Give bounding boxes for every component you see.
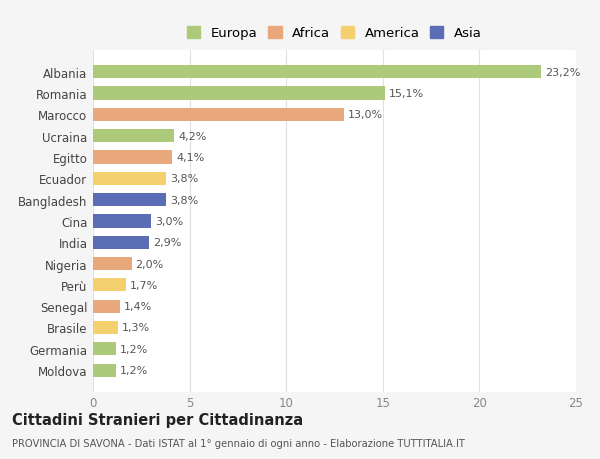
Bar (93, 342, 116, 356)
Bar (93, 321, 118, 334)
Bar (93, 364, 116, 377)
Bar (93, 66, 541, 79)
Text: 3,8%: 3,8% (170, 195, 199, 205)
Text: 3,0%: 3,0% (155, 217, 183, 226)
Text: 3,8%: 3,8% (170, 174, 199, 184)
Text: 1,3%: 1,3% (122, 323, 150, 333)
Bar (93, 151, 172, 164)
Text: 15,1%: 15,1% (389, 89, 424, 99)
Bar (93, 87, 385, 101)
Text: 1,2%: 1,2% (120, 344, 148, 354)
Text: 2,0%: 2,0% (136, 259, 164, 269)
Text: 4,2%: 4,2% (178, 131, 206, 141)
Legend: Europa, Africa, America, Asia: Europa, Africa, America, Asia (184, 23, 485, 44)
Bar (93, 130, 174, 143)
Text: 1,7%: 1,7% (130, 280, 158, 290)
Bar (93, 257, 131, 271)
Text: Cittadini Stranieri per Cittadinanza: Cittadini Stranieri per Cittadinanza (12, 413, 303, 428)
Text: 23,2%: 23,2% (545, 67, 580, 78)
Bar (93, 109, 344, 122)
Text: PROVINCIA DI SAVONA - Dati ISTAT al 1° gennaio di ogni anno - Elaborazione TUTTI: PROVINCIA DI SAVONA - Dati ISTAT al 1° g… (12, 438, 465, 448)
Text: 1,4%: 1,4% (124, 302, 152, 312)
Text: 4,1%: 4,1% (176, 153, 205, 162)
Text: 1,2%: 1,2% (120, 365, 148, 375)
Bar (93, 236, 149, 249)
Bar (93, 279, 126, 292)
Bar (93, 215, 151, 228)
Text: 13,0%: 13,0% (348, 110, 383, 120)
Bar (93, 172, 166, 185)
Text: 2,9%: 2,9% (153, 238, 181, 248)
Bar (93, 194, 166, 207)
Bar (93, 300, 120, 313)
